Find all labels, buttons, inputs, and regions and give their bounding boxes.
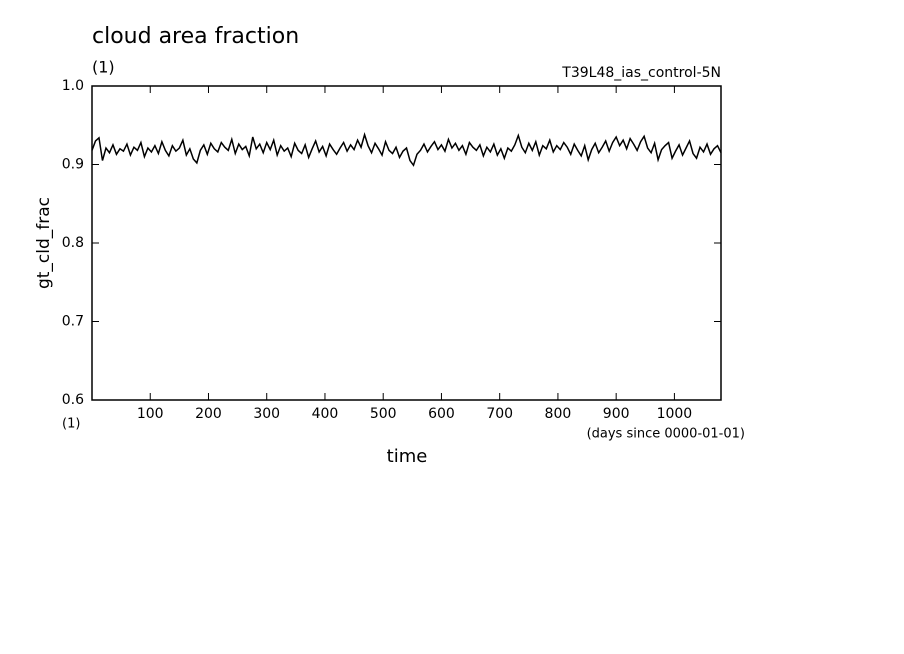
- plot-frame: [91, 85, 722, 401]
- x-tick-label: 800: [545, 406, 572, 422]
- x-units: (days since 0000-01-01): [587, 427, 745, 442]
- y-tick-label: 1.0: [62, 78, 84, 94]
- chart-title: cloud area fraction: [92, 24, 299, 49]
- x-tick-label: 700: [486, 406, 513, 422]
- x-axis-label: time: [387, 446, 428, 467]
- experiment-label: T39L48_ias_control-5N: [561, 65, 721, 81]
- x-tick-label: 900: [603, 406, 630, 422]
- y-tick-label: 0.7: [62, 314, 84, 330]
- x-tick-label: 200: [195, 406, 222, 422]
- y-tick-label: 0.8: [62, 235, 84, 251]
- x-tick-label: 400: [312, 406, 339, 422]
- x-tick-label: 600: [428, 406, 455, 422]
- data-line: [91, 132, 722, 167]
- y-axis-label: gt_cld_frac: [34, 197, 54, 289]
- title-units: (1): [92, 58, 115, 77]
- x-tick-label: 100: [137, 406, 164, 422]
- x-tick-label: 500: [370, 406, 397, 422]
- y-tick-label: 0.9: [62, 157, 84, 173]
- x-tick-label: 300: [253, 406, 280, 422]
- x-tick-label: 1000: [657, 406, 693, 422]
- y-tick-label: 0.6: [62, 392, 84, 408]
- y-units: (1): [62, 417, 80, 432]
